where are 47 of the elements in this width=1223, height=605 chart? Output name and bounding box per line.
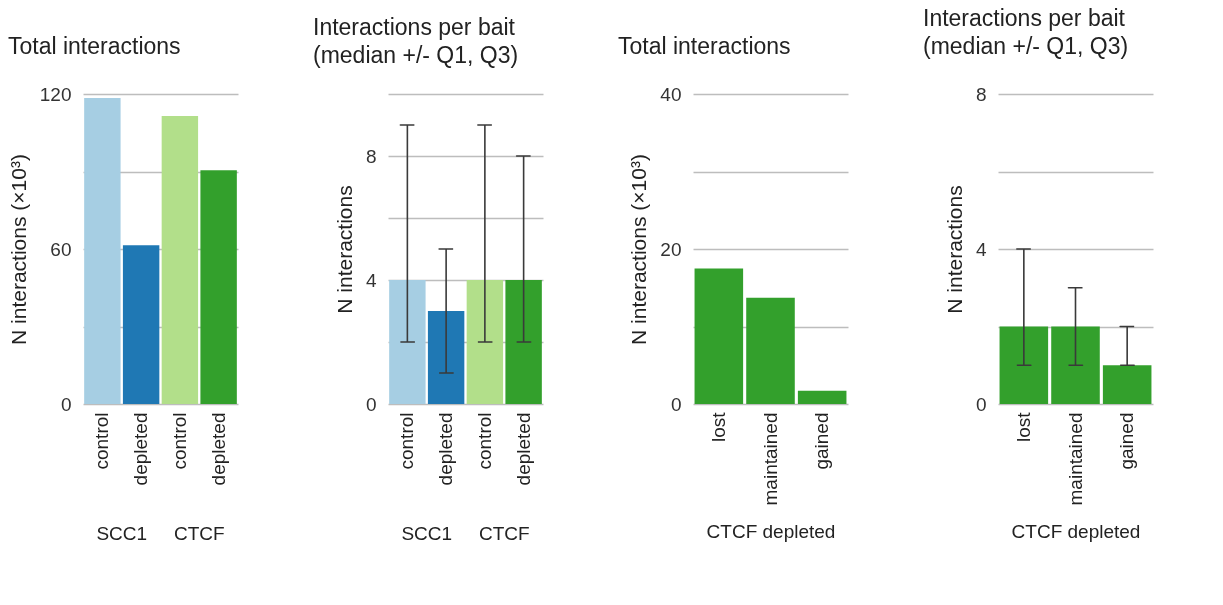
chart-title: Total interactions	[8, 33, 181, 59]
x-tick-label: control	[473, 412, 495, 470]
x-tick-label: gained	[1116, 412, 1138, 470]
y-tick-label: 8	[365, 145, 377, 167]
x-tick-label: maintained	[759, 412, 781, 506]
text: CTCF	[478, 523, 530, 544]
x-tick-label: control	[396, 412, 418, 470]
chart-title: Interactions per bait (median +/- Q1, Q3)	[923, 5, 1129, 59]
x-tick-label: maintained	[1064, 412, 1086, 506]
x-tick-label: depleted	[435, 412, 457, 486]
y-tick-label: 0	[60, 393, 72, 415]
bar	[84, 97, 121, 404]
y-axis-title: N interactions	[942, 185, 966, 314]
bar	[122, 245, 160, 404]
y-tick-label: 120	[39, 83, 72, 105]
x-tick-label: depleted	[130, 412, 152, 486]
x-axis-title: CTCF depleted	[1011, 521, 1141, 543]
y-tick-label: 0	[670, 393, 682, 415]
x-tick-label: depleted	[512, 412, 534, 486]
y-tick-label: 60	[50, 238, 72, 260]
y-tick-label: 20	[660, 238, 682, 260]
y-axis-title: N interactions	[332, 185, 356, 314]
chart-title: Interactions per bait (median +/- Q1, Q3)	[313, 14, 519, 68]
x-tick-label: gained	[811, 412, 833, 470]
chart-title: Total interactions	[618, 33, 791, 59]
y-axis-title: N interactions (×10³)	[6, 154, 30, 345]
bar	[694, 268, 744, 404]
bar	[161, 115, 199, 404]
y-tick-label: 4	[365, 269, 377, 291]
x-tick-label: lost	[707, 411, 729, 443]
x-tick-label: control	[91, 412, 113, 470]
x-tick-label: depleted	[207, 412, 229, 486]
y-tick-label: 4	[975, 238, 987, 260]
text: SCC1	[96, 523, 148, 544]
y-tick-label: 0	[365, 393, 377, 415]
x-axis-title: CTCF depleted	[706, 521, 836, 543]
x-tick-label: control	[168, 412, 190, 470]
bar	[797, 390, 847, 404]
x-tick-label: lost	[1012, 411, 1034, 443]
bar	[200, 170, 237, 404]
text: CTCF	[173, 523, 225, 544]
y-axis-title: N interactions (×10³)	[627, 154, 651, 345]
y-tick-label: 8	[975, 83, 987, 105]
bar	[746, 297, 795, 404]
y-tick-label: 40	[660, 83, 682, 105]
text: SCC1	[401, 523, 453, 544]
y-tick-label: 0	[975, 393, 987, 415]
